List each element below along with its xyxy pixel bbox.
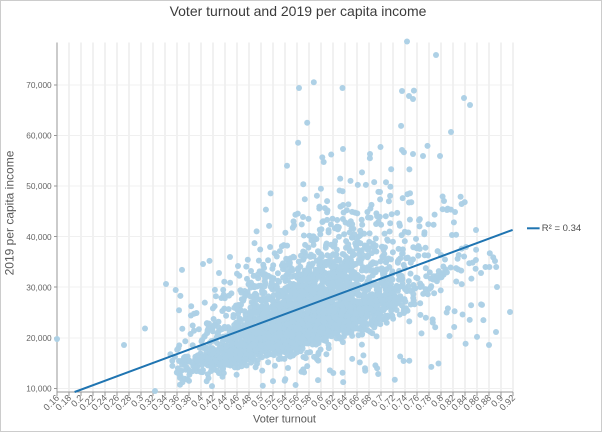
svg-text:20,000: 20,000 [26, 333, 52, 343]
svg-text:30,000: 30,000 [26, 282, 52, 292]
svg-text:60,000: 60,000 [26, 131, 52, 141]
svg-text:50,000: 50,000 [26, 181, 52, 191]
svg-text:Voter turnout and 2019 per cap: Voter turnout and 2019 per capita income [170, 3, 427, 19]
svg-text:R² = 0.34: R² = 0.34 [542, 223, 581, 234]
svg-text:40,000: 40,000 [26, 232, 52, 242]
svg-text:2019 per capita income: 2019 per capita income [3, 150, 17, 275]
svg-text:Voter turnout: Voter turnout [253, 414, 316, 426]
svg-text:70,000: 70,000 [26, 80, 52, 90]
svg-text:10,000: 10,000 [26, 384, 52, 394]
